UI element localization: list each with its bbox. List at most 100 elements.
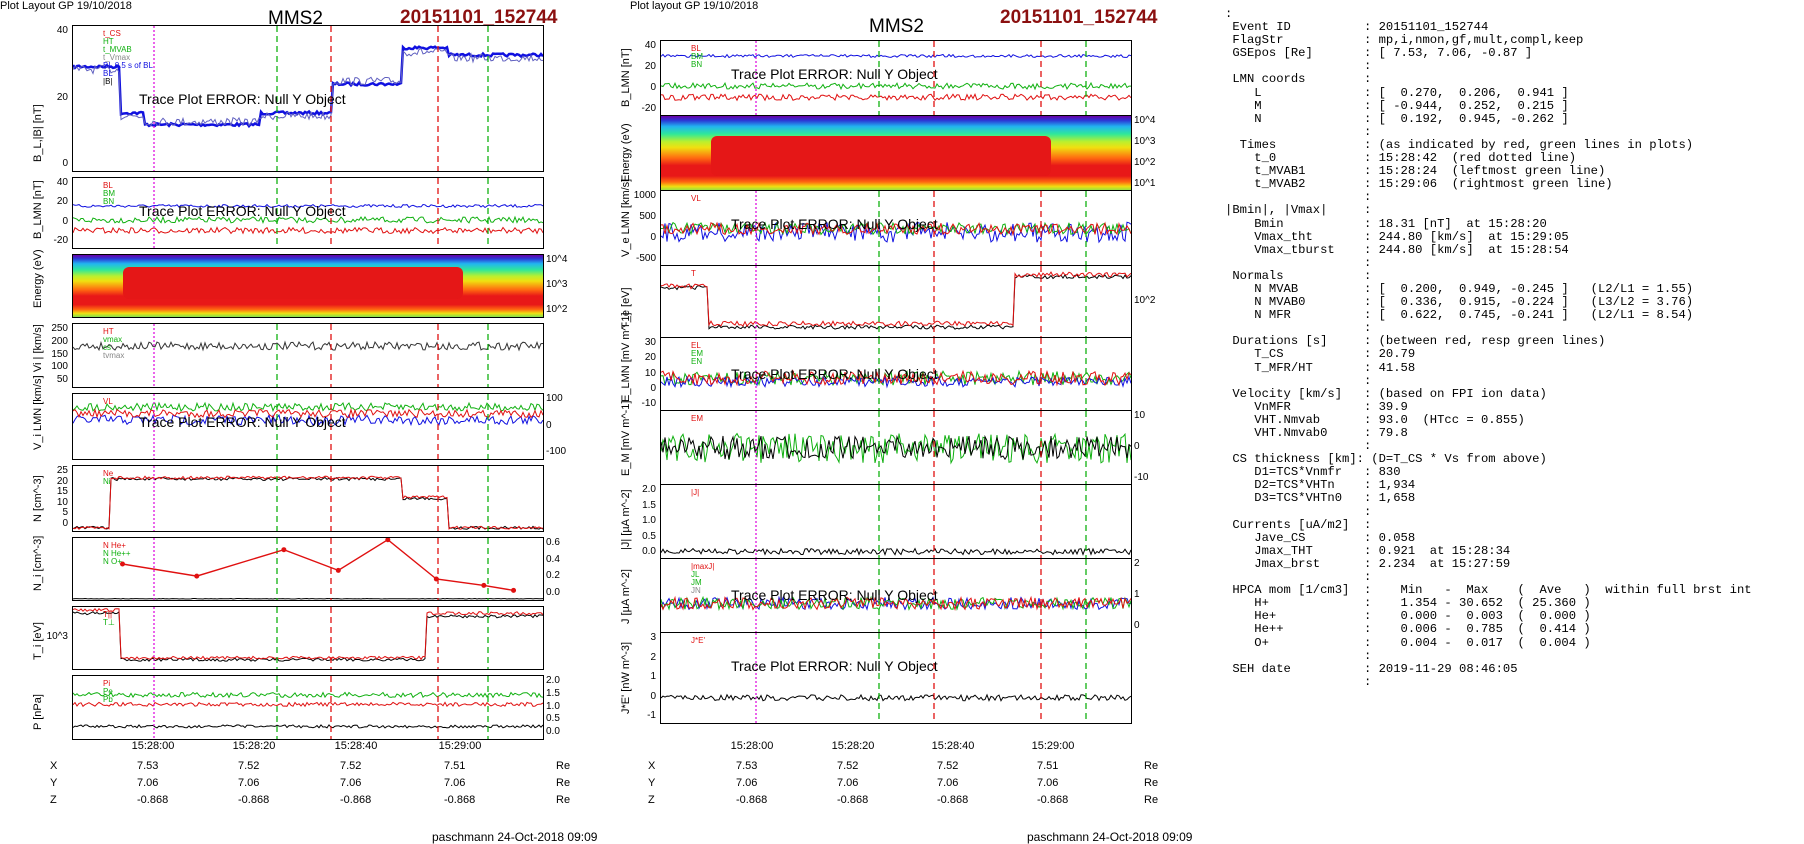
- info-line: M : [ -0.944, 0.252, 0.215 ]: [1225, 98, 1569, 113]
- rightplot-panel-7-trace-2: [661, 595, 1131, 612]
- leftplot-panel-4-rtick: 100: [546, 393, 563, 404]
- leftplot-panel-1-legend: BL BM BN: [103, 182, 115, 206]
- rightplot-xtick: 15:28:40: [931, 740, 975, 752]
- info-line: :: [1225, 124, 1372, 139]
- leftplot-panel-3-svg: [73, 324, 543, 387]
- event-id-right: 20151101_152744: [1000, 7, 1158, 28]
- rightplot-panel-8-ytick: 2: [650, 651, 656, 663]
- rightplot-panel-2-ytick: 500: [639, 211, 656, 222]
- leftplot-panel-0-legend-item: |B|: [103, 77, 113, 86]
- leftplot-pos-value: -0.868: [137, 794, 169, 806]
- leftplot-xtick: 15:29:00: [438, 740, 482, 752]
- info-line: Jmax_THT : 0.921 at 15:28:34: [1225, 543, 1511, 558]
- leftplot-panel-0-legend-item: t_CS: [103, 29, 121, 38]
- rightplot-panel-5-ylabel: E_M [mV m^-1]: [620, 400, 632, 476]
- leftplot-pos-unit: Re: [556, 760, 571, 772]
- rightplot-panel-3-legend-item: T: [691, 269, 696, 278]
- leftplot-panel-6-rtick: 0.2: [546, 570, 560, 582]
- rightplot-panel-1-rtick: 10^2: [1134, 157, 1156, 168]
- rightplot-panel-7-legend-item: JM: [691, 578, 702, 587]
- leftplot-panel-4-legend: VL: [103, 398, 113, 406]
- leftplot-panel-8-trace-0: [73, 691, 543, 699]
- rightplot-panel-3-trace-1: [661, 271, 1131, 328]
- leftplot-panel-6-legend-item: N O+: [103, 557, 122, 566]
- info-line: He++ : 0.006 - 0.785 ( 0.414 ): [1225, 622, 1591, 637]
- leftplot-pos-value: 7.52: [238, 760, 260, 772]
- leftplot-panel-2: [72, 254, 544, 318]
- leftplot-panel-2-rtick: 10^4: [546, 254, 568, 265]
- leftplot-panel-8-rtick: 0.0: [546, 726, 560, 737]
- leftplot-pos-value: 7.06: [340, 777, 362, 789]
- footer-right: paschmann 24-Oct-2018 09:09: [1027, 830, 1193, 844]
- rightplot-pos-value: -0.868: [937, 794, 969, 806]
- leftplot-panel-5-legend: Ne Ni: [103, 470, 113, 486]
- leftplot-pos-unit: Re: [556, 777, 571, 789]
- leftplot-panel-0-legend-item: t_MVAB: [103, 45, 132, 54]
- rightplot-panel-6-ytick: 1.0: [642, 515, 656, 526]
- leftplot-panel-0-legend-item: t_Vmax: [103, 53, 131, 62]
- leftplot-panel-3-ytick: 150: [51, 348, 68, 360]
- rightplot-pos-axis: Z: [648, 794, 655, 806]
- leftplot-pos-value: 7.06: [137, 777, 159, 789]
- rightplot-panel-6-ytick: 2.0: [642, 484, 656, 495]
- rightplot-panel-0-trace-0: [661, 53, 1131, 59]
- he-plus-plus-point: [511, 587, 517, 593]
- rightplot-panel-0: Trace Plot ERROR: Null Y Object BL BM BN: [660, 40, 1132, 117]
- rightplot-panel-2-error: Trace Plot ERROR: Null Y Object: [731, 216, 938, 232]
- leftplot-panel-6-svg: [73, 538, 543, 600]
- info-line: Vmax_tburst : 244.80 [km/s] at 15:28:54: [1225, 242, 1569, 257]
- info-line: VHT.Nmvab0 : 79.8: [1225, 426, 1408, 440]
- info-line: Vmax_tht : 244.80 [km/s] at 15:29:05: [1225, 229, 1569, 244]
- rightplot-pos-unit: Re: [1144, 794, 1159, 806]
- rightplot-panel-8-ytick: -1: [647, 710, 656, 721]
- leftplot-panel-6-trace-0: [73, 597, 543, 600]
- leftplot-panel-1-trace-2: [73, 226, 543, 235]
- leftplot-panel-4-trace-1: [73, 401, 543, 413]
- rightplot-panel-5-rtick: 10: [1134, 410, 1146, 421]
- info-line: t_MVAB1 : 15:28:24 (leftmost green line): [1225, 164, 1606, 179]
- leftplot-panel-1-ylabel: B_LMN [nT]: [32, 180, 44, 239]
- rightplot-panel-2-ytick: 1000: [633, 190, 656, 201]
- rightplot-panel-4-legend: EL EM EN: [691, 342, 703, 366]
- rightplot-panel-3-svg: [661, 266, 1131, 338]
- rightplot-panel-4-legend-item: EN: [691, 357, 703, 366]
- rightplot-panel-0-error: Trace Plot ERROR: Null Y Object: [731, 66, 938, 82]
- leftplot-panel-4-ylabel: V_i LMN [km/s]: [32, 375, 44, 450]
- rightplot-panel-8-legend-item: J*E': [691, 636, 705, 645]
- leftplot-pos-axis: Y: [50, 777, 58, 789]
- leftplot-panel-0-legend: t_CS HT t_MVAB t_Vmax BL 0.5 s of BL BL |B|: [103, 30, 153, 86]
- layout-label-left: Plot Layout GP 19/10/2018: [0, 0, 132, 12]
- rightplot-panel-8-error: Trace Plot ERROR: Null Y Object: [731, 658, 938, 674]
- leftplot-panel-5-legend-item: Ni: [103, 477, 111, 486]
- he-plus-plus-point: [120, 561, 125, 567]
- leftplot-panel-8-rtick: 0.5: [546, 713, 560, 725]
- rightplot-xtick: 15:29:00: [1031, 740, 1075, 752]
- leftplot-panel-0-error: Trace Plot ERROR: Null Y Object: [139, 91, 346, 107]
- event-id-left: 20151101_152744: [400, 7, 558, 28]
- info-line: Bmin : 18.31 [nT] at 15:28:20: [1225, 216, 1547, 231]
- rightplot-pos-value: 7.06: [937, 777, 959, 789]
- info-line: LMN coords :: [1225, 72, 1372, 87]
- leftplot-panel-3-trace-0: [73, 340, 543, 352]
- rightplot-panel-3-trace-0: [661, 273, 1131, 330]
- rightplot-panel-8-svg: [661, 633, 1131, 723]
- leftplot-pos-value: 7.51: [444, 760, 466, 772]
- rightplot-pos-value: 7.51: [1037, 760, 1059, 772]
- leftplot-panel-4: Trace Plot ERROR: Null Y Object VL: [72, 393, 544, 460]
- rightplot-panel-0-ylabel: B_LMN [nT]: [620, 48, 632, 107]
- info-line: :: [1225, 570, 1372, 585]
- leftplot-panel-5-ytick: 25: [56, 465, 68, 476]
- rightplot-panel-2-legend-item: VL: [691, 194, 701, 203]
- info-line: SEH date : 2019-11-29 08:46:05: [1225, 661, 1518, 676]
- rightplot-panel-7-legend-item: JL: [691, 570, 700, 579]
- leftplot-panel-3-ytick: 250: [51, 323, 68, 334]
- info-line: :: [1225, 439, 1372, 454]
- leftplot-panel-6-legend: N He+ N He++ N O+: [103, 542, 131, 566]
- info-line: Times : (as indicated by red, green line…: [1225, 137, 1694, 152]
- info-line: HPCA mom [1/cm3] : Min - Max ( Ave ) wit…: [1225, 583, 1752, 598]
- info-line: Event ID : 20151101_152744: [1225, 20, 1489, 35]
- leftplot-panel-5-trace-0: [73, 476, 543, 531]
- leftplot-panel-1-ytick: 0: [62, 215, 68, 227]
- rightplot-panel-6-ytick: 0.5: [642, 530, 656, 542]
- leftplot-panel-5-legend-item: Ne: [103, 469, 114, 478]
